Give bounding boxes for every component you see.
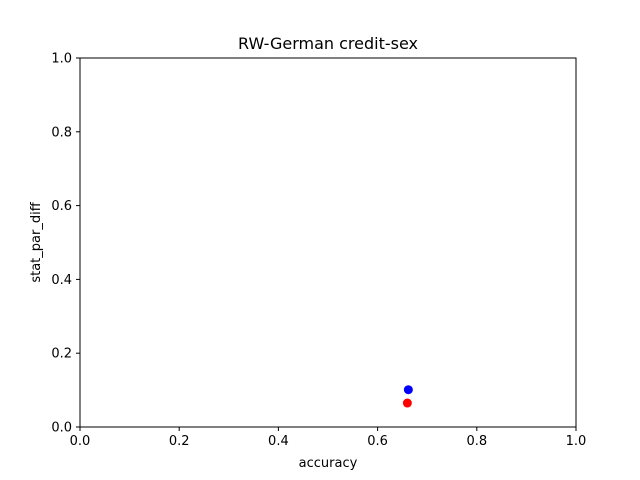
y-tick-label: 0.4 xyxy=(51,273,72,288)
plot-frame xyxy=(79,57,577,428)
x-tick-label: 0.6 xyxy=(367,434,388,449)
y-tick-label: 0.6 xyxy=(51,199,72,214)
x-tick-label: 0.8 xyxy=(466,434,487,449)
x-tick-label: 0.4 xyxy=(268,434,289,449)
scatter-point xyxy=(403,385,413,395)
x-axis-label: accuracy xyxy=(299,456,358,471)
chart-title: RW-German credit-sex xyxy=(238,34,418,53)
y-axis-label: stat_par_diff xyxy=(29,201,44,282)
y-tick-label: 0.2 xyxy=(51,347,72,362)
ticks: 0.0 0.2 0.4 0.6 0.8 1.0 0.0 0.2 0.4 0.6 0.8 1.0 xyxy=(51,52,586,450)
points xyxy=(402,385,413,408)
x-tick-label: 1.0 xyxy=(566,434,587,449)
y-tick-label: 1.0 xyxy=(51,52,72,67)
y-tick-label: 0.8 xyxy=(51,125,72,140)
scatter-point xyxy=(402,398,412,408)
x-tick-label: 0.2 xyxy=(169,434,190,449)
y-tick-label: 0.0 xyxy=(51,421,72,436)
x-tick-label: 0.0 xyxy=(70,434,91,449)
